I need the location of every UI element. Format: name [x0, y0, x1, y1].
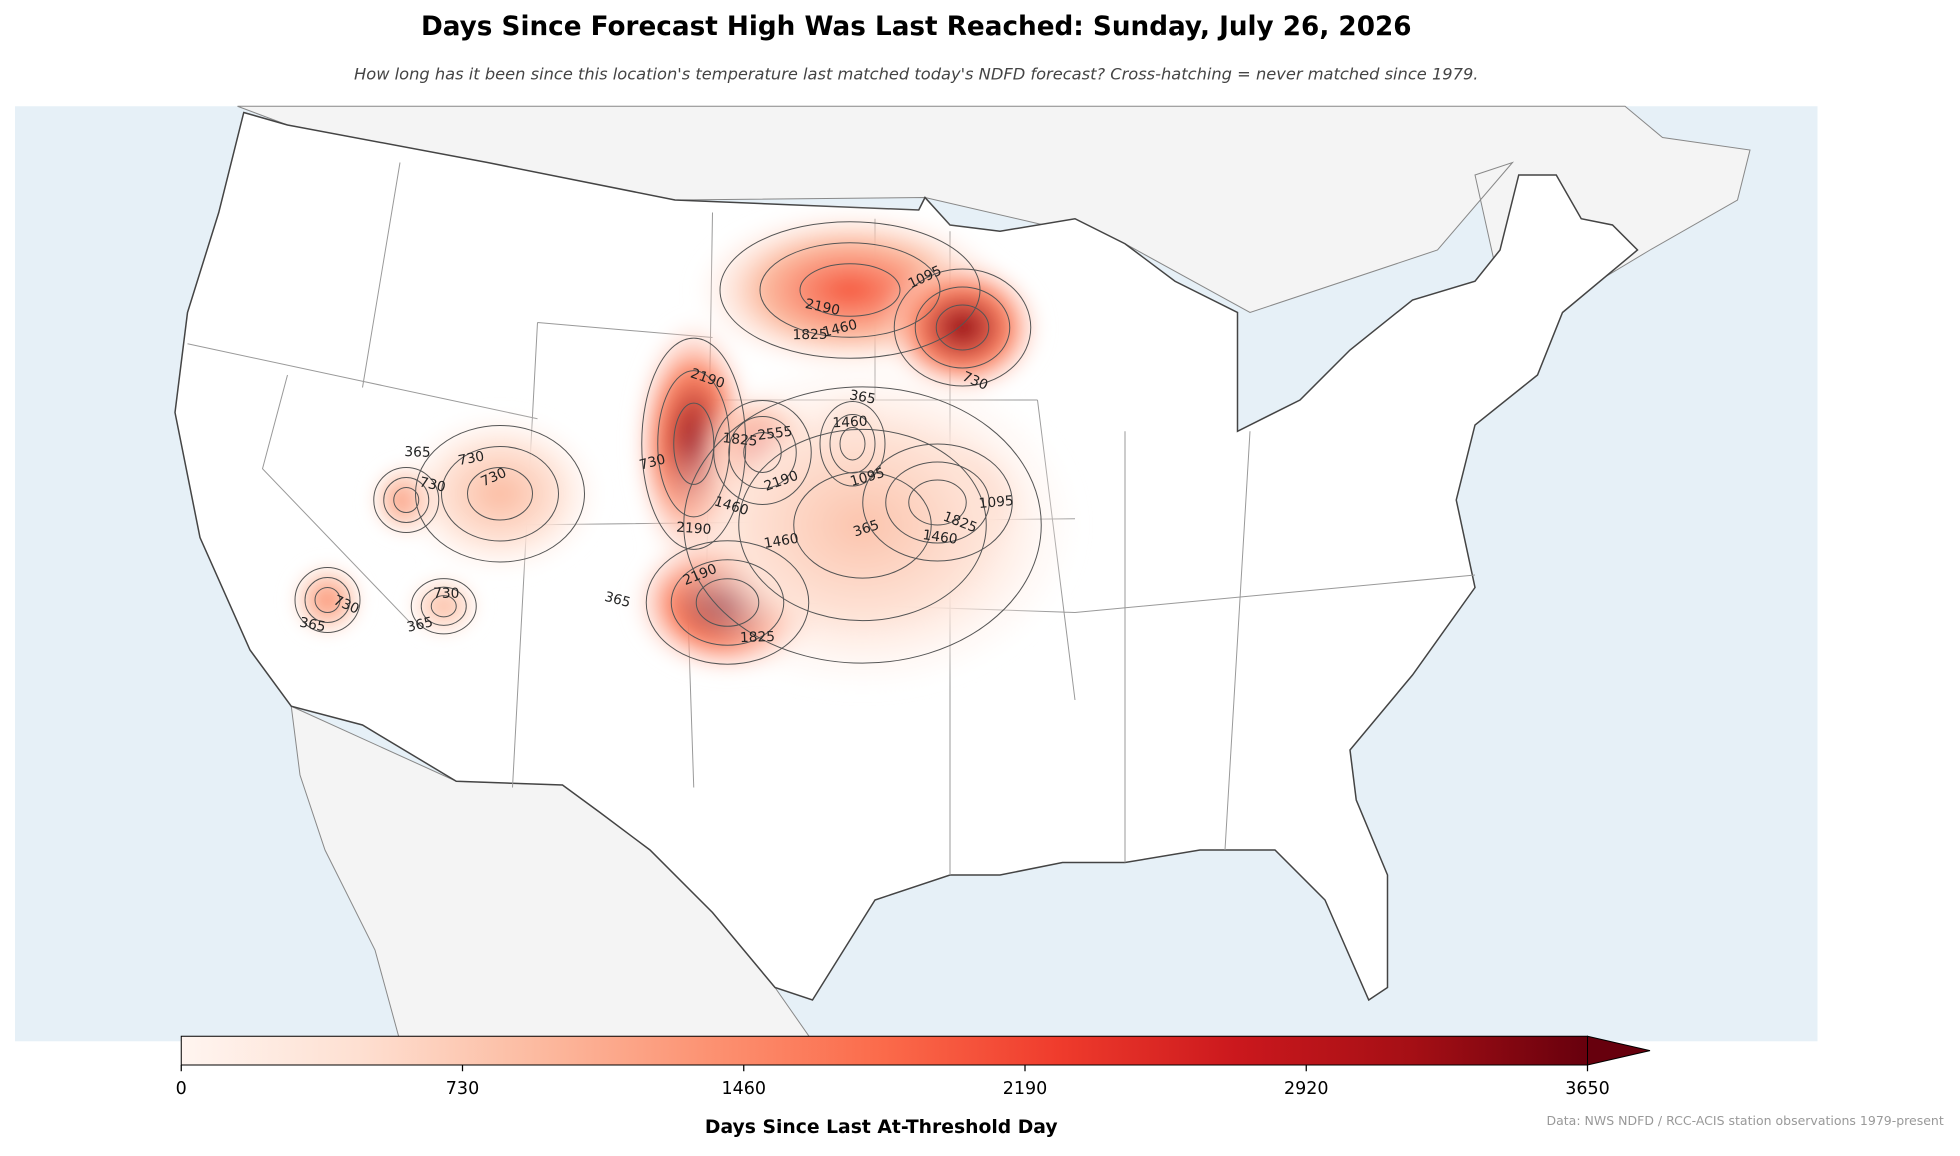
contour-label: 1460 [763, 531, 800, 552]
colorbar-extension [1587, 1035, 1651, 1066]
contour-label: 1460 [922, 527, 959, 548]
contour-label: 365 [404, 444, 431, 461]
contour-label: 1460 [832, 414, 868, 432]
canada [237, 105, 1751, 314]
contour-line [294, 567, 361, 633]
contour-layer [294, 221, 1042, 665]
colorbar-tick-label: 2190 [1003, 1079, 1048, 1099]
contour-line [373, 467, 440, 533]
contour-label: 1825 [792, 327, 827, 344]
heat-layer [287, 206, 1083, 695]
colorbar-label: Days Since Last At-Threshold Day [705, 1117, 1058, 1138]
colorbar-tick-label: 730 [446, 1079, 479, 1099]
contour-line [738, 428, 987, 622]
contour-line [862, 443, 1013, 562]
colorbar-tick-label: 2920 [1284, 1079, 1329, 1099]
contour-line [935, 304, 990, 351]
contour-label: 1825 [740, 629, 776, 646]
contour-line [414, 424, 585, 563]
contour-line [728, 416, 797, 490]
contour-label: 730 [433, 586, 459, 602]
contour-label: 1095 [978, 493, 1014, 512]
colorbar [180, 1035, 1588, 1066]
subtitle: How long has it been since this location… [354, 65, 1478, 84]
contour-label: 730 [457, 448, 486, 469]
contour-line [467, 467, 533, 521]
colorbar-tick-label: 0 [176, 1079, 187, 1099]
hotspot [403, 572, 484, 641]
contour-line [908, 479, 967, 526]
contour-line [670, 559, 785, 646]
contour-label: 365 [851, 517, 881, 540]
contour-line [441, 446, 560, 542]
contour-line [304, 577, 351, 623]
contour-label: 2190 [804, 296, 842, 319]
contour-line [914, 286, 1011, 369]
hotspot [642, 355, 1083, 695]
hotspot [287, 560, 368, 640]
contour-label: 730 [418, 474, 447, 495]
contour-line [645, 540, 810, 665]
contour-line [713, 399, 812, 505]
contour-line [393, 487, 420, 513]
contour-line [839, 427, 866, 461]
contour-line [829, 414, 876, 474]
contour-line [819, 401, 886, 487]
contour-line [885, 461, 990, 544]
contour-line [759, 242, 941, 338]
colorbar-tick-label: 3650 [1565, 1079, 1610, 1099]
contour-line [383, 477, 430, 523]
contour-line [799, 263, 901, 317]
contour-label: 1825 [722, 430, 758, 450]
contour-line [410, 578, 477, 635]
title: Days Since Forecast High Was Last Reache… [421, 12, 1412, 42]
colorbar-tick-label: 1460 [721, 1079, 766, 1099]
contour-label: 2555 [757, 424, 794, 444]
contour-line [893, 268, 1032, 387]
contour-line [420, 586, 467, 626]
hotspot [396, 409, 604, 578]
colorbar-ticks: 0 730 1460 2190 2920 3650 [176, 1065, 1610, 1099]
contour-label: 365 [405, 614, 434, 635]
contour-label: 2190 [676, 520, 712, 538]
contour-line [314, 587, 341, 613]
contour-label: 365 [848, 387, 877, 407]
contour-line [673, 402, 715, 485]
contour-line [430, 595, 457, 618]
contour-label: 730 [638, 451, 667, 473]
contour-line [695, 578, 760, 627]
contour-label: 365 [603, 589, 632, 611]
source-note: Data: NWS NDFD / RCC-ACIS station observ… [1547, 1113, 1944, 1128]
contour-line [793, 471, 932, 579]
contour-line [683, 386, 1042, 664]
contour-label: 365 [298, 615, 327, 636]
figure-content: Days Since Forecast High Was Last Reache… [15, 12, 1944, 1138]
contour-labels: 1095219018251460730365146010951825146010… [298, 263, 1014, 646]
